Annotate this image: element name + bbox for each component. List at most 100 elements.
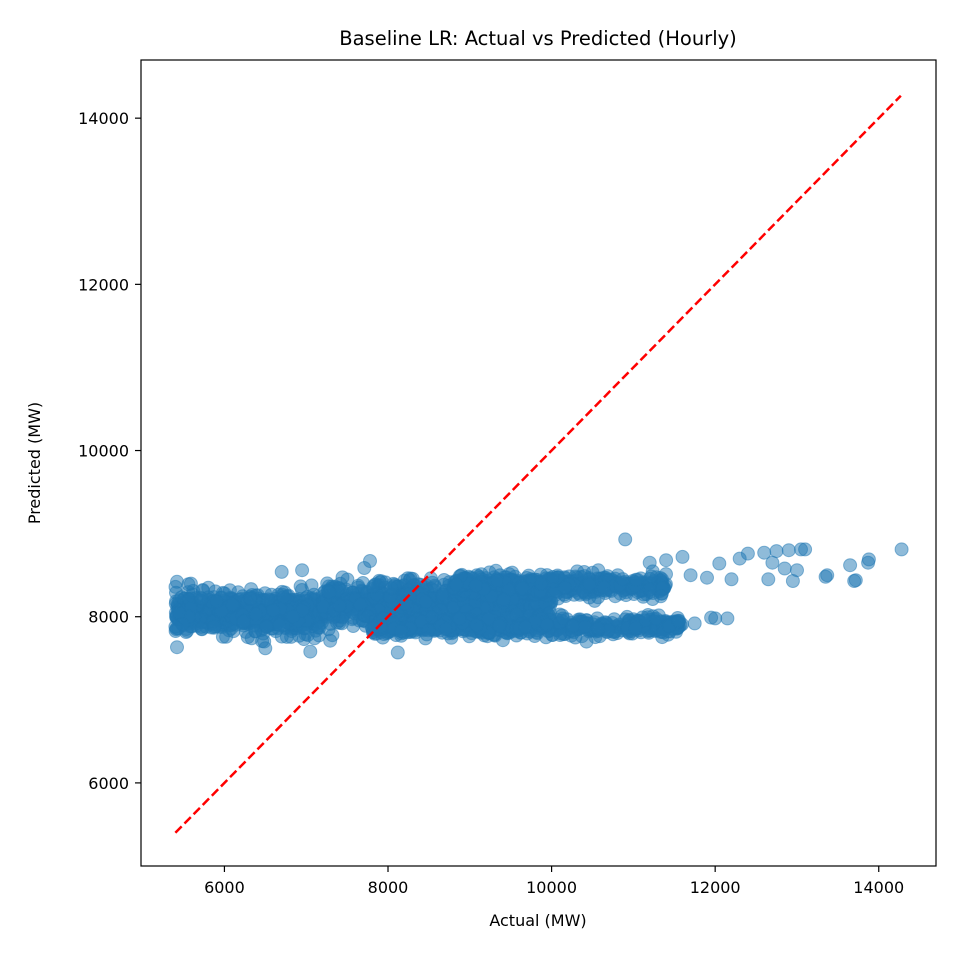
data-point [555, 611, 570, 626]
data-point [274, 564, 289, 579]
data-point [168, 619, 183, 634]
data-point [894, 542, 909, 557]
data-point [765, 555, 780, 570]
data-point [720, 611, 735, 626]
x-axis: 6000 8000 10000 12000 14000 [204, 866, 904, 897]
y-tick-label: 12000 [78, 275, 129, 294]
data-point [848, 573, 863, 588]
data-point [181, 577, 196, 592]
data-point [539, 617, 554, 632]
data-points [168, 532, 909, 660]
data-point [820, 568, 835, 583]
data-point [704, 610, 719, 625]
data-point [384, 581, 399, 596]
data-point [452, 611, 467, 626]
data-point [390, 645, 405, 660]
data-point [553, 628, 568, 642]
data-point [225, 597, 240, 612]
data-point [279, 629, 294, 644]
data-point [642, 555, 657, 570]
data-point [492, 618, 507, 633]
data-point [170, 574, 184, 589]
data-point [534, 576, 549, 591]
y-tick-label: 6000 [88, 774, 129, 793]
data-point [557, 580, 572, 595]
data-point [578, 619, 592, 634]
x-tick-label: 6000 [204, 878, 245, 897]
data-point [194, 621, 209, 636]
data-point [468, 578, 483, 593]
data-point [170, 640, 184, 655]
data-point [769, 544, 784, 559]
data-point [209, 594, 224, 609]
data-point [374, 574, 389, 589]
y-tick-label: 14000 [78, 109, 129, 128]
data-point [276, 590, 291, 605]
data-point [675, 549, 690, 564]
data-point [285, 609, 300, 624]
data-point [740, 546, 755, 561]
data-point [518, 619, 533, 634]
data-point [628, 572, 643, 587]
data-point [332, 598, 347, 613]
data-point [642, 582, 657, 597]
data-point [295, 563, 310, 578]
data-point [258, 641, 273, 656]
data-point [615, 572, 630, 587]
data-point [449, 577, 464, 592]
data-point [724, 572, 739, 587]
x-tick-label: 10000 [526, 878, 577, 897]
data-point [394, 624, 409, 639]
chart-title: Baseline LR: Actual vs Predicted (Hourly… [339, 27, 737, 50]
y-tick-label: 8000 [88, 608, 129, 627]
data-point [861, 552, 876, 567]
y-axis-label: Predicted (MW) [25, 402, 44, 524]
data-point [259, 619, 274, 634]
data-point [798, 542, 813, 557]
data-point [496, 592, 511, 607]
data-point [303, 644, 318, 659]
data-point [335, 570, 350, 585]
data-point [207, 619, 222, 634]
data-point [671, 613, 686, 628]
x-axis-label: Actual (MW) [489, 911, 586, 930]
data-point [515, 581, 530, 596]
data-point [546, 570, 560, 584]
y-axis: 6000 8000 10000 12000 14000 [78, 109, 141, 793]
data-point [790, 563, 804, 578]
data-point [322, 585, 337, 600]
data-point [236, 614, 251, 629]
data-point [248, 607, 263, 622]
data-point [644, 569, 659, 584]
data-point [843, 558, 858, 573]
data-point [649, 611, 664, 626]
data-point [591, 621, 606, 636]
data-point [243, 591, 258, 606]
data-point [425, 610, 439, 625]
data-point [596, 580, 611, 595]
data-point [700, 570, 714, 585]
data-point [438, 621, 453, 636]
data-point [418, 631, 433, 646]
data-point [418, 594, 433, 609]
x-tick-label: 8000 [368, 878, 409, 897]
data-point [582, 577, 597, 592]
data-point [469, 618, 484, 633]
y-tick-label: 10000 [78, 442, 129, 461]
data-point [295, 583, 309, 597]
data-point [653, 589, 668, 604]
data-point [363, 554, 377, 568]
x-tick-label: 12000 [690, 878, 741, 897]
data-point [565, 618, 580, 633]
plot-frame [140, 59, 937, 867]
data-point [266, 603, 281, 618]
data-point [272, 617, 287, 632]
data-point [628, 620, 643, 635]
data-point [365, 621, 380, 636]
data-point [712, 556, 727, 571]
data-point [659, 553, 674, 568]
data-point [687, 616, 702, 631]
data-point [194, 591, 209, 606]
data-point [481, 611, 496, 626]
